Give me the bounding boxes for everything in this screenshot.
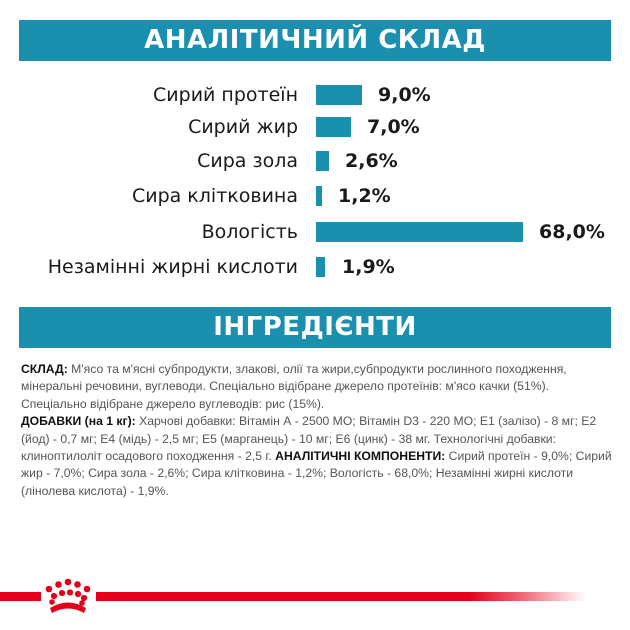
ingredients-title: ІНГРЕДІЄНТИ bbox=[213, 312, 417, 342]
ingredients-title-banner: ІНГРЕДІЄНТИ bbox=[19, 307, 611, 348]
analysis-row: Вологість 68,0% bbox=[0, 217, 630, 247]
composition-text: М'ясо та м'ясні субпродукти, злакові, ол… bbox=[21, 362, 567, 411]
row-label: Сирий жир bbox=[188, 116, 298, 138]
footer-red-line-left bbox=[0, 592, 41, 601]
analysis-row: Сира клітковина 1,2% bbox=[0, 181, 630, 211]
analysis-title: АНАЛІТИЧНИЙ СКЛАД bbox=[144, 25, 486, 55]
row-value: 1,2% bbox=[338, 185, 391, 207]
crown-icon bbox=[40, 575, 96, 619]
row-bar bbox=[316, 85, 362, 105]
additives-label: ДОБАВКИ (на 1 кг): bbox=[21, 414, 136, 429]
row-label: Сира клітковина bbox=[131, 185, 298, 207]
ingredients-text: СКЛАД: М'ясо та м'ясні субпродукти, злак… bbox=[21, 361, 613, 500]
row-bar bbox=[316, 222, 523, 242]
composition-label: СКЛАД: bbox=[21, 362, 68, 376]
analysis-row: Незамінні жирні кислоти 1,9% bbox=[0, 252, 630, 282]
row-bar bbox=[316, 257, 325, 277]
row-value: 9,0% bbox=[378, 84, 431, 106]
row-label: Незамінні жирні кислоти bbox=[47, 256, 298, 278]
row-value: 68,0% bbox=[539, 221, 605, 243]
analytical-label: АНАЛІТИЧНІ КОМПОНЕНТИ: bbox=[275, 449, 446, 464]
row-value: 1,9% bbox=[342, 256, 395, 278]
analysis-row: Сира зола 2,6% bbox=[0, 146, 630, 176]
row-value: 7,0% bbox=[367, 116, 420, 138]
row-bar bbox=[316, 151, 329, 171]
row-label: Сира зола bbox=[197, 150, 298, 172]
row-bar bbox=[316, 117, 351, 137]
additives-text: Харчові добавки: Вітамін А - 2500 МО; Ві… bbox=[21, 414, 597, 464]
footer-red-line bbox=[96, 592, 586, 601]
analysis-title-banner: АНАЛІТИЧНИЙ СКЛАД bbox=[19, 20, 611, 61]
analysis-row: Сирий жир 7,0% bbox=[0, 112, 630, 142]
row-label: Вологість bbox=[201, 221, 298, 243]
analytical-text: Сирий протеїн - 9,0%; Сирий жир - 7,0%; … bbox=[21, 449, 612, 498]
analysis-row: Сирий протеїн 9,0% bbox=[0, 80, 630, 110]
row-label: Сирий протеїн bbox=[153, 84, 298, 106]
row-value: 2,6% bbox=[345, 150, 398, 172]
row-bar bbox=[316, 186, 322, 206]
